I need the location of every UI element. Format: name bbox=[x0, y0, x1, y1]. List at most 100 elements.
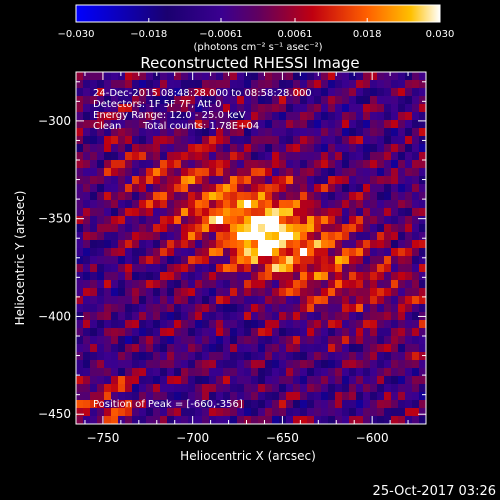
heatmap-cell bbox=[265, 104, 272, 112]
heatmap-cell bbox=[202, 312, 209, 320]
heatmap-cell bbox=[90, 320, 97, 328]
heatmap-cell bbox=[167, 272, 174, 280]
heatmap-cell bbox=[195, 256, 202, 264]
heatmap-cell bbox=[104, 368, 111, 376]
heatmap-cell bbox=[216, 184, 223, 192]
heatmap-cell bbox=[202, 200, 209, 208]
heatmap-cell bbox=[223, 88, 230, 96]
heatmap-cell bbox=[202, 80, 209, 88]
heatmap-cell bbox=[132, 144, 139, 152]
heatmap-cell bbox=[398, 248, 405, 256]
heatmap-cell bbox=[342, 152, 349, 160]
heatmap-cell bbox=[384, 376, 391, 384]
heatmap-cell bbox=[286, 400, 293, 408]
heatmap-cell bbox=[167, 320, 174, 328]
heatmap-cell bbox=[342, 144, 349, 152]
heatmap-cell bbox=[321, 112, 328, 120]
heatmap-cell bbox=[83, 224, 90, 232]
heatmap-cell bbox=[335, 80, 342, 88]
heatmap-cell bbox=[384, 216, 391, 224]
heatmap-cell bbox=[209, 128, 216, 136]
heatmap-cell bbox=[370, 144, 377, 152]
heatmap-cell bbox=[272, 368, 279, 376]
heatmap-cell bbox=[188, 160, 195, 168]
heatmap-cell bbox=[174, 152, 181, 160]
heatmap-cell bbox=[104, 184, 111, 192]
heatmap-cell bbox=[125, 272, 132, 280]
heatmap-cell bbox=[314, 392, 321, 400]
heatmap-cell bbox=[167, 176, 174, 184]
heatmap-cell bbox=[384, 208, 391, 216]
heatmap-cell bbox=[76, 304, 83, 312]
heatmap-cell bbox=[174, 408, 181, 416]
heatmap-cell bbox=[202, 176, 209, 184]
heatmap-cell bbox=[132, 352, 139, 360]
y-tick-label: −300 bbox=[38, 114, 71, 128]
heatmap-cell bbox=[223, 312, 230, 320]
heatmap-cell bbox=[209, 344, 216, 352]
heatmap-cell bbox=[104, 296, 111, 304]
heatmap-cell bbox=[188, 152, 195, 160]
heatmap-cell bbox=[104, 224, 111, 232]
heatmap-cell bbox=[321, 104, 328, 112]
heatmap-cell bbox=[258, 320, 265, 328]
heatmap-cell bbox=[412, 232, 419, 240]
heatmap-cell bbox=[146, 80, 153, 88]
heatmap-cell bbox=[188, 112, 195, 120]
heatmap-cell bbox=[181, 152, 188, 160]
heatmap-cell bbox=[286, 392, 293, 400]
heatmap-cell bbox=[328, 128, 335, 136]
heatmap-cell bbox=[321, 144, 328, 152]
heatmap-cell bbox=[419, 416, 426, 424]
heatmap-cell bbox=[321, 128, 328, 136]
heatmap-cell bbox=[153, 384, 160, 392]
heatmap-cell bbox=[223, 216, 230, 224]
heatmap-cell bbox=[125, 152, 132, 160]
heatmap-cell bbox=[132, 320, 139, 328]
heatmap-cell bbox=[76, 400, 83, 408]
heatmap-cell bbox=[104, 336, 111, 344]
heatmap-cell bbox=[125, 240, 132, 248]
heatmap-cell bbox=[335, 168, 342, 176]
heatmap-cell bbox=[181, 168, 188, 176]
heatmap-cell bbox=[223, 280, 230, 288]
heatmap-cell bbox=[286, 240, 293, 248]
heatmap-cell bbox=[321, 240, 328, 248]
heatmap-cell bbox=[342, 416, 349, 424]
heatmap-cell bbox=[223, 80, 230, 88]
heatmap-cell bbox=[125, 128, 132, 136]
heatmap-cell bbox=[90, 392, 97, 400]
heatmap-cell bbox=[160, 240, 167, 248]
heatmap-cell bbox=[398, 216, 405, 224]
heatmap-cell bbox=[230, 280, 237, 288]
heatmap-cell bbox=[356, 72, 363, 80]
heatmap-cell bbox=[244, 192, 251, 200]
heatmap-cell bbox=[132, 384, 139, 392]
heatmap-cell bbox=[391, 168, 398, 176]
heatmap-cell bbox=[412, 168, 419, 176]
heatmap-cell bbox=[125, 232, 132, 240]
heatmap-cell bbox=[377, 312, 384, 320]
heatmap-cell bbox=[314, 312, 321, 320]
heatmap-cell bbox=[307, 280, 314, 288]
heatmap-cell bbox=[335, 336, 342, 344]
heatmap-cell bbox=[167, 344, 174, 352]
heatmap-cell bbox=[132, 176, 139, 184]
heatmap-cell bbox=[384, 192, 391, 200]
heatmap-cell bbox=[265, 248, 272, 256]
heatmap-cell bbox=[412, 416, 419, 424]
heatmap-cell bbox=[286, 88, 293, 96]
plot-frame bbox=[75, 71, 427, 425]
heatmap-cell bbox=[174, 192, 181, 200]
heatmap-cell bbox=[300, 160, 307, 168]
heatmap-cell bbox=[146, 328, 153, 336]
heatmap-cell bbox=[132, 192, 139, 200]
heatmap-cell bbox=[216, 352, 223, 360]
heatmap-cell bbox=[258, 312, 265, 320]
heatmap-cell bbox=[195, 248, 202, 256]
heatmap-cell bbox=[377, 320, 384, 328]
heatmap-cell bbox=[118, 280, 125, 288]
heatmap-cell bbox=[209, 400, 216, 408]
heatmap-cell bbox=[293, 160, 300, 168]
heatmap-cell bbox=[146, 216, 153, 224]
